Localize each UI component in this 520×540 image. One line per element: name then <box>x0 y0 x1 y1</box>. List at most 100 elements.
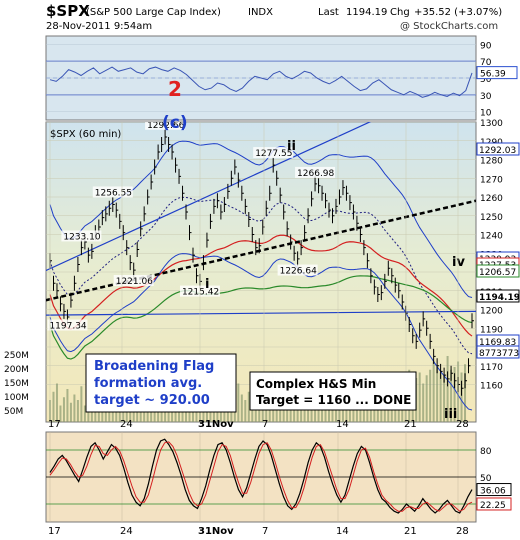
x-tick-bottom-28: 28 <box>456 526 469 537</box>
stoch-last-value-0: 36.06 <box>480 487 506 497</box>
rsi-last-box <box>476 66 518 80</box>
price-label-1256.55: 1256.55 <box>95 188 132 198</box>
hs-line-1: Complex H&S Min <box>256 377 376 391</box>
symbol-title: $SPX <box>46 2 90 20</box>
hs-target-note: Complex H&S Min Target = 1160 ... DONE <box>249 371 417 411</box>
volume-bar <box>258 402 261 422</box>
price-label-box <box>47 319 88 331</box>
price-label-1277.55: 1277.55 <box>255 149 292 159</box>
volume-tick-50M: 50M <box>4 407 23 417</box>
rsi-tick-10: 10 <box>480 109 492 119</box>
volume-bar <box>240 394 243 422</box>
price-label-box <box>92 186 133 198</box>
wave-i-label: i <box>205 277 209 292</box>
volume-bar <box>359 400 362 422</box>
volume-bar <box>460 372 463 422</box>
watermark: @ StockCharts.com <box>400 21 498 32</box>
price-label-box <box>253 147 294 159</box>
broadening-flag-note: Broadening Flag formation avg. target ~ … <box>85 353 237 413</box>
volume-bar <box>55 383 58 422</box>
x-tick-top-24: 24 <box>120 419 133 430</box>
price-label-1233.10: 1233.10 <box>63 232 100 242</box>
wave-iv-label: iv <box>452 255 465 270</box>
price-tick-1300: 1300 <box>480 119 503 129</box>
last-value-5: 1169.83 <box>479 338 516 348</box>
last-label: Last <box>318 7 339 18</box>
x-tick-bottom-21: 21 <box>404 526 417 537</box>
x-tick-bottom-24: 24 <box>120 526 133 537</box>
stoch-last-value-1: 22.25 <box>480 501 506 511</box>
upper-band-line <box>49 140 473 298</box>
flag-line-2: formation avg. <box>94 376 202 391</box>
price-label-1221.06: 1221.06 <box>116 277 153 287</box>
stoch-tick-50: 50 <box>480 474 492 484</box>
volume-bar <box>164 405 167 422</box>
volume-bar <box>429 369 432 422</box>
x-tick-top-7: 7 <box>262 419 268 430</box>
stoch-tick-80: 80 <box>480 447 492 457</box>
volume-bar <box>62 397 65 422</box>
x-tick-bottom-31Nov: 31Nov <box>198 526 234 537</box>
last-value-4: 1194.19 <box>479 293 520 303</box>
volume-bar <box>73 394 76 422</box>
price-label-1215.42: 1215.42 <box>182 288 219 298</box>
chg-label: Chg <box>390 7 410 18</box>
price-label-box <box>145 122 186 130</box>
volume-bar <box>66 389 69 422</box>
flag-line-1: Broadening Flag <box>94 359 214 374</box>
volume-bar <box>446 356 449 422</box>
volume-bar <box>464 364 467 422</box>
last-value-0: 1292.03 <box>479 146 516 156</box>
rsi-tick-90: 90 <box>480 41 492 51</box>
volume-bar <box>425 375 428 422</box>
rsi-last-value: 56.39 <box>480 70 506 80</box>
index-name: (S&P 500 Large Cap Index) <box>86 7 221 18</box>
price-label-box <box>295 166 336 178</box>
price-tick-1200: 1200 <box>480 307 503 317</box>
wave-ii-label: ii <box>287 139 296 154</box>
x-tick-bottom-17: 17 <box>48 526 61 537</box>
volume-bar <box>83 405 86 422</box>
exchange-label: INDX <box>248 7 273 18</box>
volume-bar <box>129 405 132 422</box>
volume-bar <box>422 383 425 422</box>
volume-bar <box>436 367 439 422</box>
price-label-box <box>277 264 318 276</box>
wave-2-label: 2 <box>168 77 182 101</box>
volume-bar <box>321 400 324 422</box>
rsi-tick-70: 70 <box>480 58 492 68</box>
volume-bar <box>59 405 62 422</box>
price-label-1266.98: 1266.98 <box>297 169 334 179</box>
rsi-line <box>49 66 473 98</box>
last-value: 1194.19 <box>346 7 387 18</box>
price-tick-1260: 1260 <box>480 194 503 204</box>
price-panel-title: $SPX (60 min) <box>50 129 121 140</box>
price-tick-1170: 1170 <box>480 363 503 373</box>
price-label-box <box>61 230 102 242</box>
price-tick-1190: 1190 <box>480 325 503 335</box>
volume-bar <box>52 391 55 422</box>
price-label-1197.34: 1197.34 <box>49 321 86 331</box>
stoch-last-box-0 <box>476 483 512 497</box>
x-tick-bottom-14: 14 <box>336 526 349 537</box>
date-label: 28-Nov-2011 9:54am <box>46 21 152 32</box>
last-value-3: 1206.57 <box>479 268 516 278</box>
volume-bar <box>439 372 442 422</box>
volume-bar <box>275 400 278 422</box>
volume-tick-200M: 200M <box>4 365 29 375</box>
volume-bar <box>418 372 421 422</box>
volume-tick-100M: 100M <box>4 393 29 403</box>
volume-tick-250M: 250M <box>4 351 29 361</box>
stoch-last-box-1 <box>476 497 512 511</box>
x-tick-bottom-7: 7 <box>262 526 268 537</box>
volume-bar <box>87 408 90 422</box>
rsi-tick-30: 30 <box>480 92 492 102</box>
wave-c-label: (c) <box>162 113 188 133</box>
volume-bar <box>450 369 453 422</box>
x-tick-top-31Nov: 31Nov <box>198 419 234 430</box>
volume-bar <box>247 391 250 422</box>
stoch-k-line <box>49 438 473 514</box>
volume-bar <box>104 405 107 422</box>
volume-bar <box>279 402 282 422</box>
